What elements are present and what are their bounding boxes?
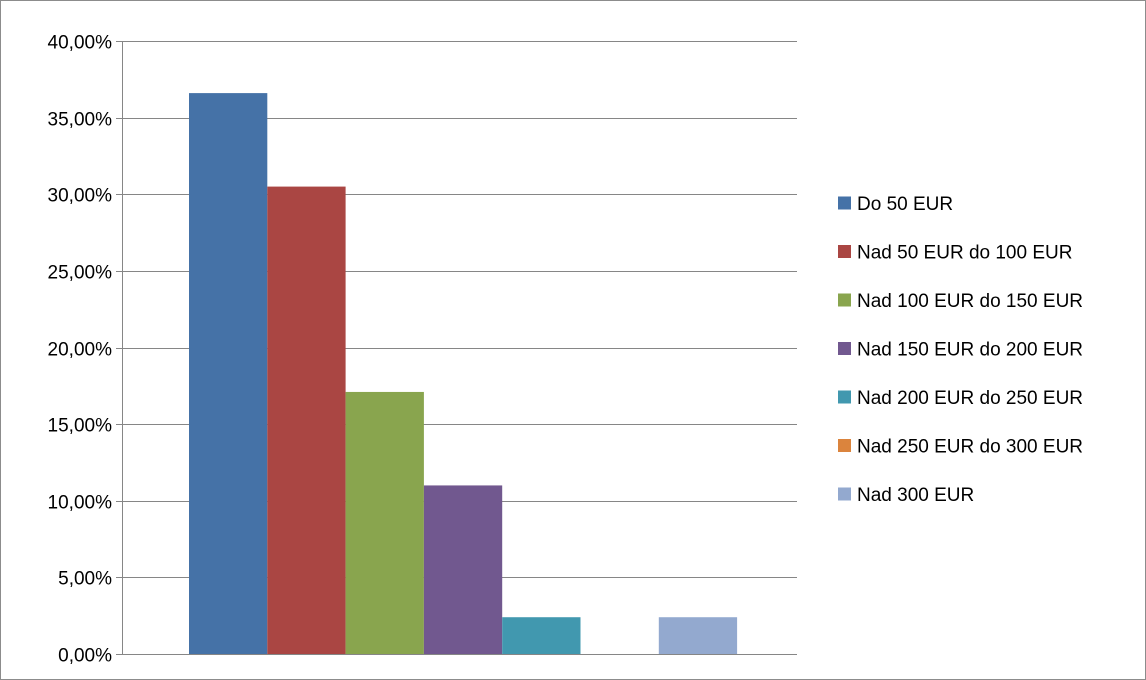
legend-label: Nad 50 EUR do 100 EUR	[857, 243, 1072, 264]
bar-5	[502, 617, 581, 654]
y-tick-label: 5,00%	[58, 569, 112, 590]
legend-swatch	[838, 487, 851, 501]
y-tick-label: 25,00%	[48, 263, 113, 284]
y-tick-label: 40,00%	[48, 33, 113, 54]
y-tick-label: 35,00%	[48, 110, 113, 131]
bar-1	[189, 93, 268, 655]
legend-swatch	[838, 293, 851, 307]
legend-label: Nad 100 EUR do 150 EUR	[857, 291, 1083, 312]
legend-swatch	[838, 196, 851, 210]
legend-swatch	[838, 439, 851, 452]
y-tick-label: 0,00%	[58, 646, 112, 667]
y-tick-label: 20,00%	[48, 340, 113, 361]
y-tick-label: 30,00%	[48, 186, 113, 207]
legend-label: Nad 300 EUR	[857, 485, 974, 506]
legend-swatch	[838, 390, 851, 404]
legend-swatch	[838, 245, 851, 258]
bar-7	[658, 617, 738, 654]
y-axis: 0,00% 5,00% 10,00% 15,00% 20,00% 25,00% 30,00%…	[48, 33, 123, 667]
y-tick-label: 15,00%	[48, 416, 113, 437]
bar-2	[267, 186, 346, 654]
y-tick-label: 10,00%	[48, 493, 113, 514]
legend-label: Do 50 EUR	[857, 194, 953, 215]
bar-3	[345, 391, 424, 654]
legend-label: Nad 250 EUR do 300 EUR	[857, 437, 1083, 458]
legend-swatch	[838, 342, 851, 355]
legend-label: Nad 200 EUR do 250 EUR	[857, 388, 1083, 409]
legend: Do 50 EUR Nad 50 EUR do 100 EUR Nad 100 EU…	[838, 194, 1083, 506]
bar-4	[423, 485, 503, 654]
bars	[189, 93, 738, 655]
legend-label: Nad 150 EUR do 200 EUR	[857, 340, 1083, 361]
